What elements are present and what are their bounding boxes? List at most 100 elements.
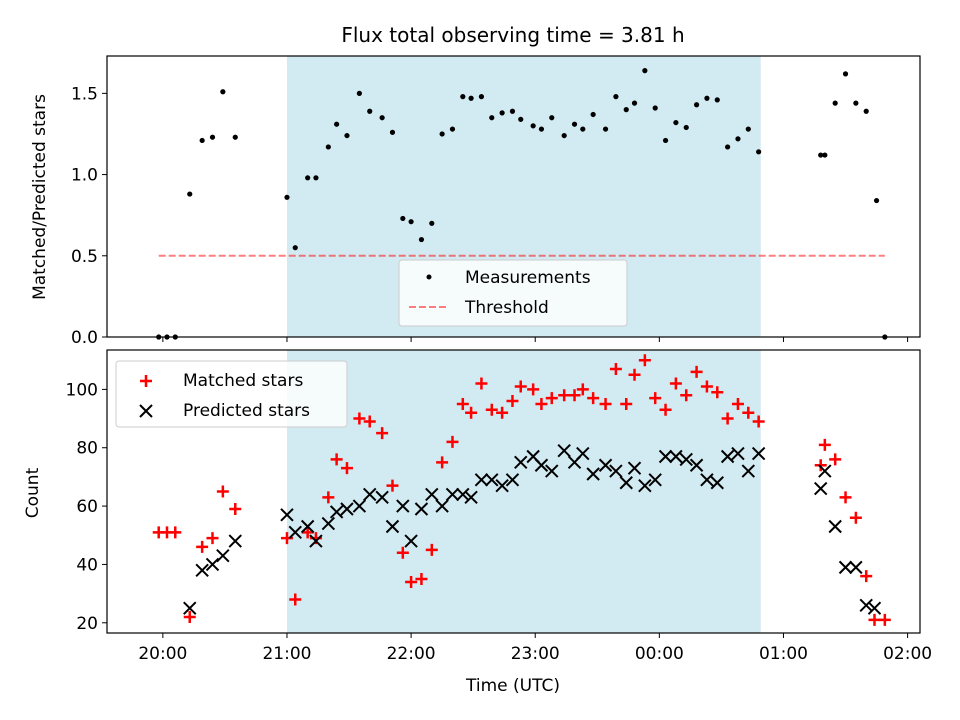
legend-measurements-label: Measurements [465, 268, 591, 288]
y-axis-label-top: Matched/Predicted stars [30, 94, 50, 300]
matched-star-point [818, 438, 831, 451]
legend-predicted-label: Predicted stars [183, 401, 310, 421]
matched-star-point [587, 392, 600, 405]
y-tick-label: 40 [76, 555, 98, 575]
matched-star-point [196, 540, 209, 553]
legend-top-frame [398, 259, 628, 327]
predicted-star-point [363, 487, 377, 502]
x-tick-label: 23:00 [511, 644, 560, 664]
measurement-point [683, 124, 689, 131]
predicted-star-point [534, 458, 549, 472]
measurement-point [549, 115, 555, 121]
predicted-star-point [280, 508, 294, 522]
measurement-point [631, 100, 638, 106]
legend-bottom-frame [115, 360, 348, 428]
measurement-point [367, 108, 373, 114]
y-axis-label-bottom: Count [23, 467, 43, 518]
measurement-point [571, 121, 578, 127]
axes-frame [106, 55, 921, 338]
matched-star-point [169, 526, 182, 539]
matched-star-point [568, 389, 581, 402]
matched-star-point [849, 511, 862, 524]
measurement-point [199, 137, 205, 144]
matched-star-point [659, 403, 672, 416]
matched-star-point [558, 389, 571, 402]
legend-threshold-label: Threshold [464, 298, 549, 318]
predicted-star-point [340, 502, 354, 516]
matched-star-point [535, 397, 548, 410]
measurement-point [489, 115, 495, 121]
measurement-point [209, 134, 216, 140]
matched-star-point [330, 453, 343, 466]
predicted-star-point [658, 449, 673, 464]
measurement-point [344, 132, 350, 139]
predicted-star-point [495, 478, 509, 493]
shaded-region [286, 350, 761, 633]
matched-star-point [496, 406, 509, 419]
matched-star-point [514, 380, 527, 393]
measurement-point [439, 131, 445, 137]
matched-star-point [363, 415, 376, 428]
matched-star-point [721, 412, 734, 425]
predicted-star-point [545, 464, 559, 478]
x-tick-label: 22:00 [387, 644, 436, 664]
predicted-star-point [216, 548, 230, 563]
predicted-star-point [195, 563, 209, 577]
predicted-star-point [741, 464, 756, 478]
measurement-point [518, 116, 524, 122]
measurement-point [538, 126, 545, 132]
matched-star-point [353, 412, 366, 425]
predicted-star-point [828, 519, 842, 534]
matched-star-point [742, 406, 755, 419]
matched-star-point [599, 397, 612, 410]
matched-star-point [386, 479, 399, 492]
predicted-star-point [321, 516, 336, 531]
matched-star-point [829, 453, 842, 466]
predicted-star-point [751, 446, 766, 461]
measurement-point [379, 115, 385, 121]
measurement-point [613, 94, 619, 100]
measurement-point [325, 144, 331, 150]
measurement-point [292, 245, 298, 251]
measurement-point [714, 97, 720, 103]
measurement-point [509, 108, 516, 114]
predicted-star-point [464, 490, 478, 505]
x-tick-label: 20:00 [138, 644, 187, 664]
measurement-point [873, 197, 880, 204]
x-tick-label: 00:00 [635, 644, 684, 664]
matched-star-point [475, 377, 488, 390]
predicted-star-point [425, 487, 439, 502]
bottom-plot: 20 40 60 80 100 20:00 21:00 22:00 23:00 00:00 01:0… [66, 349, 932, 664]
matched-star-point [436, 456, 449, 469]
predicted-star-point [679, 452, 693, 467]
measurement-point [530, 123, 536, 129]
matched-star-point [649, 392, 662, 405]
legend-measurements-marker [426, 274, 432, 280]
matched-star-point [425, 543, 438, 556]
predicted-star-point [205, 557, 220, 572]
measurement-point [561, 132, 567, 139]
predicted-star-point [849, 560, 863, 575]
predicted-star-point [648, 473, 662, 487]
measurement-point [590, 111, 596, 118]
matched-star-point [506, 395, 519, 408]
predicted-star-point [669, 449, 683, 464]
measurement-point [602, 126, 609, 132]
matched-star-point [690, 365, 703, 378]
predicted-star-point [720, 449, 735, 464]
measurement-point [662, 137, 669, 144]
predicted-star-point [352, 499, 367, 513]
measurement-point [642, 68, 648, 74]
legend-top: Measurements Threshold [398, 259, 628, 327]
measurement-point [745, 126, 751, 132]
predicted-star-point [414, 502, 429, 516]
predicted-star-point [586, 467, 600, 481]
matched-star-point [878, 613, 891, 626]
predicted-star-point [404, 534, 418, 548]
predicted-star-point [859, 598, 873, 612]
x-axis-label: Time (UTC) [465, 676, 560, 696]
matched-star-point [609, 362, 622, 375]
chart-title: Flux total observing time = 3.81 h [341, 23, 684, 47]
measurement-point [652, 105, 658, 111]
measurement-point [704, 95, 710, 101]
